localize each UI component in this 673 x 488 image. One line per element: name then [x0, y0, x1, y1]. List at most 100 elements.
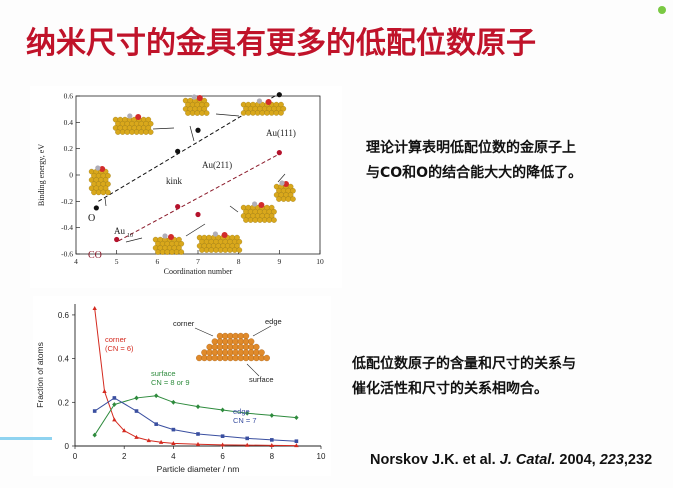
gold-atom	[115, 129, 121, 135]
label-au211: Au(211)	[202, 160, 232, 170]
edge-marker	[154, 422, 158, 426]
gold-atom	[178, 241, 185, 247]
y-tick-label: 0.2	[58, 398, 70, 407]
o-data-point	[93, 205, 99, 211]
gold-atom	[95, 189, 102, 196]
gold-atom	[250, 110, 256, 116]
x-tick-label: 0	[73, 452, 78, 461]
corner-marker	[158, 439, 164, 444]
gold-atom	[176, 236, 182, 243]
x-tick-label: 4	[171, 452, 176, 461]
gold-atom	[222, 247, 229, 253]
ref-pages: ,232	[623, 452, 653, 468]
ref-volume: 223	[599, 452, 624, 468]
gold-atom	[201, 97, 208, 104]
gold-atom	[280, 106, 287, 112]
gold-atom	[213, 247, 219, 253]
inset-label-edge: edge	[265, 317, 282, 326]
adsorbate-atom	[258, 202, 265, 208]
adsorbate-atom	[127, 113, 133, 119]
gold-atom	[129, 129, 135, 135]
gold-atom	[145, 116, 152, 123]
x-axis-label: Particle diameter / nm	[157, 464, 240, 474]
fraction-of-atoms-figure: 0 2 4 6 8 10 0 0.2 0.4 0.6 Particle diameter / nm F…	[33, 296, 331, 476]
adsorbate-atom	[221, 232, 228, 238]
ref-year: 2004,	[555, 452, 600, 468]
slide-title: 纳米尺寸的金具有更多的低配位数原子	[26, 26, 536, 61]
edge-marker	[196, 432, 200, 436]
edge-marker	[134, 409, 139, 413]
au10-cluster-co	[152, 233, 185, 255]
x-tick-label: 4	[74, 257, 78, 266]
edge-marker	[112, 396, 117, 400]
adsorbate-atom	[135, 114, 142, 120]
gold-atom	[227, 247, 233, 253]
gold-atom	[236, 239, 243, 245]
x-tick-label: 6	[155, 257, 159, 266]
surface-marker	[195, 404, 201, 410]
o-data-point	[175, 148, 181, 154]
corner-marker	[102, 388, 107, 393]
co-trend-line	[118, 153, 280, 242]
gold-atom	[199, 247, 205, 253]
gold-atom	[119, 129, 126, 135]
label-au10-sub: 10	[127, 233, 133, 239]
label-co: CO	[88, 250, 102, 261]
co-data-point	[195, 211, 201, 218]
chart1-frame	[75, 95, 321, 255]
adsorbate-atom	[279, 180, 285, 186]
o-data-point	[195, 127, 201, 133]
adsorbate-atom	[196, 95, 203, 101]
corner-series-label: (CN = 6)	[105, 344, 134, 353]
surface-marker	[269, 413, 274, 418]
y-tick-label: 0.4	[58, 355, 70, 364]
gold-atom	[102, 185, 109, 191]
gold-atom	[268, 204, 275, 211]
co-data-point	[175, 204, 181, 210]
edge-marker	[270, 438, 274, 442]
surface-marker	[134, 395, 139, 401]
status-dot	[658, 6, 666, 14]
au-cluster-kink	[112, 113, 154, 135]
gold-atom	[254, 110, 261, 116]
note-theory-line-1: 理论计算表明低配位数的金原子上	[366, 140, 576, 156]
cluster-atom	[253, 343, 260, 351]
corner-marker	[294, 443, 299, 448]
gold-atom	[280, 196, 287, 202]
gold-atom	[271, 209, 277, 215]
gold-atom	[247, 217, 254, 223]
corner-marker	[220, 442, 225, 447]
co-data-point	[114, 236, 120, 243]
edge-series-label: edge	[233, 407, 250, 416]
co-data-point	[276, 150, 282, 156]
adsorbate-atom	[212, 231, 218, 237]
gold-atom	[236, 247, 243, 253]
inset-label-corner: corner	[173, 319, 195, 328]
surface-series-label: CN = 8 or 9	[151, 378, 190, 387]
gold-atom	[147, 121, 154, 127]
chart2-ticks: 0 2 4 6 8 10 0 0.2 0.4 0.6 Particle diameter / nm F…	[35, 311, 326, 474]
y-tick-label: 0.6	[64, 92, 74, 101]
inset-label-surface: surface	[249, 375, 274, 384]
chart2-series	[92, 305, 299, 448]
gold-atom	[290, 188, 296, 194]
ref-authors: Norskov J.K. et al.	[370, 452, 500, 468]
cluster-inset: corner edge surface	[173, 317, 282, 384]
gold-atom	[290, 196, 296, 202]
o-data-point	[276, 92, 282, 98]
reference: Norskov J.K. et al. J. Catal. 2004, 223,…	[370, 452, 652, 468]
au10-cluster-o	[88, 165, 111, 196]
pointer-arrow	[229, 205, 239, 213]
au-cluster-co-211	[240, 201, 277, 223]
label-au10: Au	[114, 226, 125, 236]
surface-series-label: surface	[151, 369, 176, 378]
gold-atom	[268, 110, 275, 116]
gold-atom	[164, 249, 171, 255]
binding-energy-figure: 4 5 6 7 8 9 10 0.6 0.4 0.2 0 -0.2 -0.4 -0.6 Coordinati…	[30, 86, 342, 288]
corner-marker	[122, 428, 127, 433]
corner-marker	[269, 442, 274, 447]
adsorbate-atom	[252, 201, 258, 207]
gold-atom	[234, 234, 240, 241]
chart1-points	[93, 92, 282, 243]
